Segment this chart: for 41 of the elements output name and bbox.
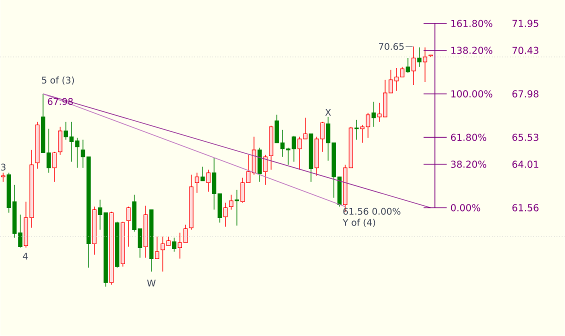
annotation: Y of (4) (342, 218, 376, 228)
candlestick (1, 172, 6, 182)
annotation: X (325, 109, 331, 116)
candlestick (412, 46, 416, 86)
y-tick-label: 61.56 (512, 204, 538, 212)
candlestick (194, 172, 200, 194)
candlestick (258, 148, 262, 182)
y2-tick-label: 61.80% (451, 134, 486, 142)
y-tick-label: 65.53 (512, 134, 538, 142)
candlestick (422, 47, 428, 82)
y2-tick-label: 138.20% (451, 46, 492, 54)
y-tick-label: 64.01 (512, 160, 538, 168)
annotation: 61.56 0.00% (343, 208, 400, 215)
candlestick (417, 47, 422, 68)
y2-tick-label: 100.00% (451, 90, 492, 98)
y-tick-label: 67.98 (512, 90, 538, 98)
annotation: W (147, 280, 156, 287)
candlestick (372, 102, 376, 128)
candlestick (223, 202, 228, 228)
annotation: 67.98 (48, 98, 73, 106)
candlestick (172, 238, 176, 252)
y-tick-label: 70.43 (512, 46, 538, 54)
candlestick (52, 152, 57, 182)
candlestick (263, 154, 268, 186)
candlestick (406, 58, 410, 74)
annotation: 70.65 (379, 43, 404, 50)
candlestick (206, 170, 211, 192)
annotation: 5 of (3) (42, 76, 74, 85)
candlestick (200, 166, 205, 182)
annotation: 4 (22, 252, 28, 260)
y2-tick-label: 38.20% (451, 160, 486, 168)
y2-tick-label: 0.00% (450, 204, 480, 212)
candlestick (354, 120, 359, 140)
candlestick (126, 206, 131, 248)
candlestick (234, 190, 240, 226)
y2-tick-label: 161.80% (451, 20, 492, 28)
candlestick (229, 194, 234, 210)
annotation: 3 (1, 164, 6, 171)
candlestick (154, 236, 160, 260)
candlestick (58, 126, 62, 156)
y-tick-label: 71.95 (512, 20, 538, 28)
